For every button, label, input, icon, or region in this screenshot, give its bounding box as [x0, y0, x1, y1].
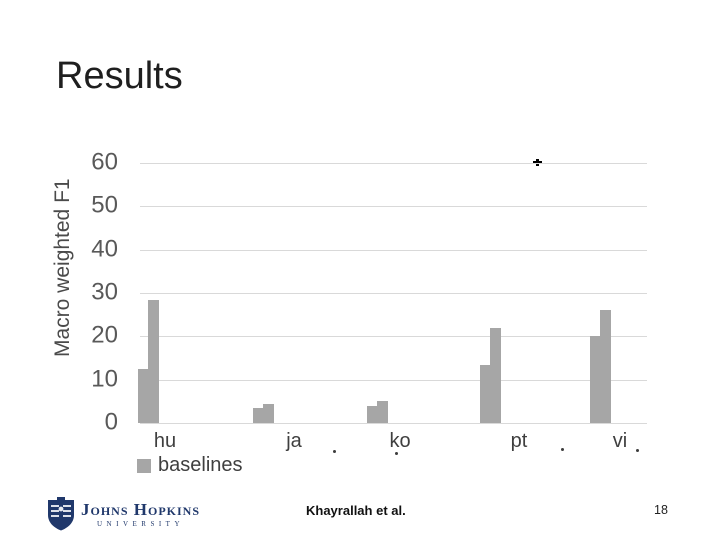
bar-baseline-b-hu	[147, 300, 159, 423]
y-tick-label-30: 30	[91, 278, 118, 306]
page-title: Results	[56, 55, 183, 97]
johns-hopkins-logo: Johns Hopkins UNIVERSITY	[46, 497, 200, 537]
legend-swatch-icon	[137, 458, 151, 473]
bar-baseline-b-ko	[377, 401, 388, 423]
gridline-30	[140, 293, 647, 294]
gridline-60	[140, 163, 647, 164]
y-tick-label-60: 60	[91, 148, 118, 176]
gridline-10	[140, 379, 647, 381]
plus-marker-annotation	[533, 159, 542, 166]
y-tick-label-20: 20	[91, 321, 118, 349]
logo-university-word: UNIVERSITY	[97, 520, 184, 528]
tiny-dot-3	[636, 449, 639, 452]
gridline-40	[140, 249, 647, 251]
y-tick-label-0: 0	[104, 408, 118, 436]
bar-baseline-a-pt	[480, 365, 490, 423]
bar-baseline-a-hu	[137, 369, 148, 423]
tiny-dot-2	[561, 448, 564, 451]
gridline-50	[140, 206, 647, 208]
university-shield-icon	[46, 497, 76, 537]
slide-page-number: 18	[654, 503, 668, 517]
legend-label: baselines	[158, 454, 243, 476]
footer-attribution: Khayrallah et al.	[306, 503, 406, 518]
tiny-dot-0	[333, 450, 336, 453]
y-tick-label-10: 10	[91, 365, 118, 393]
gridline-0	[140, 423, 647, 424]
logo-university-name: Johns Hopkins	[81, 500, 200, 519]
bar-baseline-a-ko	[367, 406, 377, 423]
bar-baseline-a-vi	[590, 336, 600, 423]
bar-baseline-b-pt	[490, 328, 501, 423]
chart-legend: baselines	[137, 454, 243, 477]
y-tick-label-50: 50	[91, 191, 118, 219]
bar-baseline-a-ja	[253, 408, 263, 423]
tiny-dot-1	[395, 452, 398, 455]
x-category-label-vi: vi	[612, 430, 628, 452]
bar-baseline-b-ja	[263, 404, 274, 423]
y-tick-label-40: 40	[91, 235, 118, 263]
x-category-label-pt: pt	[510, 430, 528, 452]
x-category-label-ja: ja	[286, 430, 302, 452]
bar-baseline-b-vi	[600, 310, 611, 423]
x-category-label-ko: ko	[389, 430, 411, 452]
x-category-label-hu: hu	[153, 430, 177, 452]
gridline-20	[140, 336, 647, 338]
